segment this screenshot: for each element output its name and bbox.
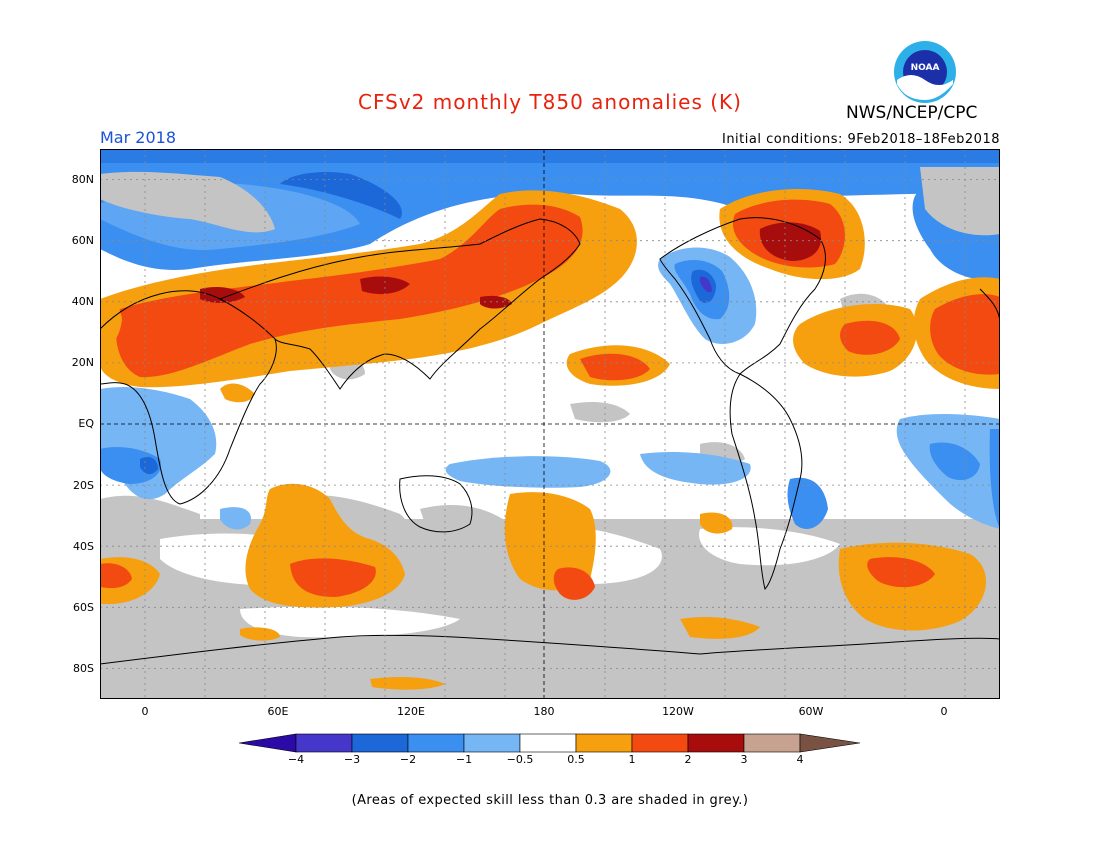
lat-label-20s: 20S xyxy=(73,479,94,492)
reference-lines xyxy=(100,149,1000,699)
coastlines xyxy=(100,217,1000,665)
lat-label-80n: 80N xyxy=(71,173,94,186)
lon-label-60e: 60E xyxy=(267,705,289,718)
colorbar-bin-6 xyxy=(575,733,633,753)
northern-warm-belt xyxy=(100,190,670,388)
forecast-month: Mar 2018 xyxy=(100,128,176,147)
colorbar-label-2: 2 xyxy=(684,753,692,766)
map-frame xyxy=(100,149,1000,699)
lon-label-60w: 60W xyxy=(798,705,824,718)
graticule xyxy=(100,149,1000,699)
colorbar-arrow-high xyxy=(799,733,861,753)
colorbar-label-4: 4 xyxy=(796,753,804,766)
southern-warm-anomalies xyxy=(100,483,987,690)
colorbar-label-minus1: −1 xyxy=(455,753,473,766)
colorbar xyxy=(239,733,861,753)
lon-label-0-east: 0 xyxy=(940,705,948,718)
skill-footnote: (Areas of expected skill less than 0.3 a… xyxy=(351,793,749,808)
southern-cold-anomalies xyxy=(100,383,1000,530)
colorbar-label-3: 3 xyxy=(740,753,748,766)
lon-label-180: 180 xyxy=(533,705,555,718)
lat-label-20n: 20N xyxy=(71,356,94,369)
colorbar-bin-5 xyxy=(519,733,577,753)
lon-label-0: 0 xyxy=(141,705,149,718)
lat-label-40s: 40S xyxy=(73,540,94,553)
colorbar-bin-9 xyxy=(743,733,801,753)
colorbar-label-minus05: −0.5 xyxy=(506,753,534,766)
colorbar-label-1: 1 xyxy=(628,753,636,766)
colorbar-label-05: 0.5 xyxy=(567,753,585,766)
colorbar-bin-2 xyxy=(351,733,409,753)
lat-label-eq: EQ xyxy=(78,417,94,430)
atlantic-warm-anomaly xyxy=(793,277,1000,389)
colorbar-bin-8 xyxy=(687,733,745,753)
lat-label-80s: 80S xyxy=(73,662,94,675)
colorbar-arrow-low xyxy=(239,733,297,753)
colorbar-bin-1 xyxy=(295,733,353,753)
agency-label: NWS/NCEP/CPC xyxy=(846,103,978,123)
lat-label-40n: 40N xyxy=(71,295,94,308)
colorbar-label-minus2: −2 xyxy=(399,753,417,766)
noaa-logo: NOAA xyxy=(894,41,956,103)
colorbar-label-minus3: −3 xyxy=(343,753,361,766)
lat-label-60s: 60S xyxy=(73,601,94,614)
anomaly-map xyxy=(100,149,1000,699)
lon-label-120w: 120W xyxy=(662,705,694,718)
map-title: CFSv2 monthly T850 anomalies (K) xyxy=(358,90,742,114)
north-america-cold-anomaly xyxy=(658,247,757,344)
colorbar-label-minus4: −4 xyxy=(287,753,305,766)
lon-label-120e: 120E xyxy=(397,705,425,718)
initial-conditions: Initial conditions: 9Feb2018–18Feb2018 xyxy=(721,132,1000,147)
canada-warm-anomaly xyxy=(719,189,865,280)
colorbar-bin-3 xyxy=(407,733,465,753)
colorbar-bin-4 xyxy=(463,733,521,753)
colorbar-bin-7 xyxy=(631,733,689,753)
lat-label-60n: 60N xyxy=(71,234,94,247)
svg-text:NOAA: NOAA xyxy=(911,63,940,73)
